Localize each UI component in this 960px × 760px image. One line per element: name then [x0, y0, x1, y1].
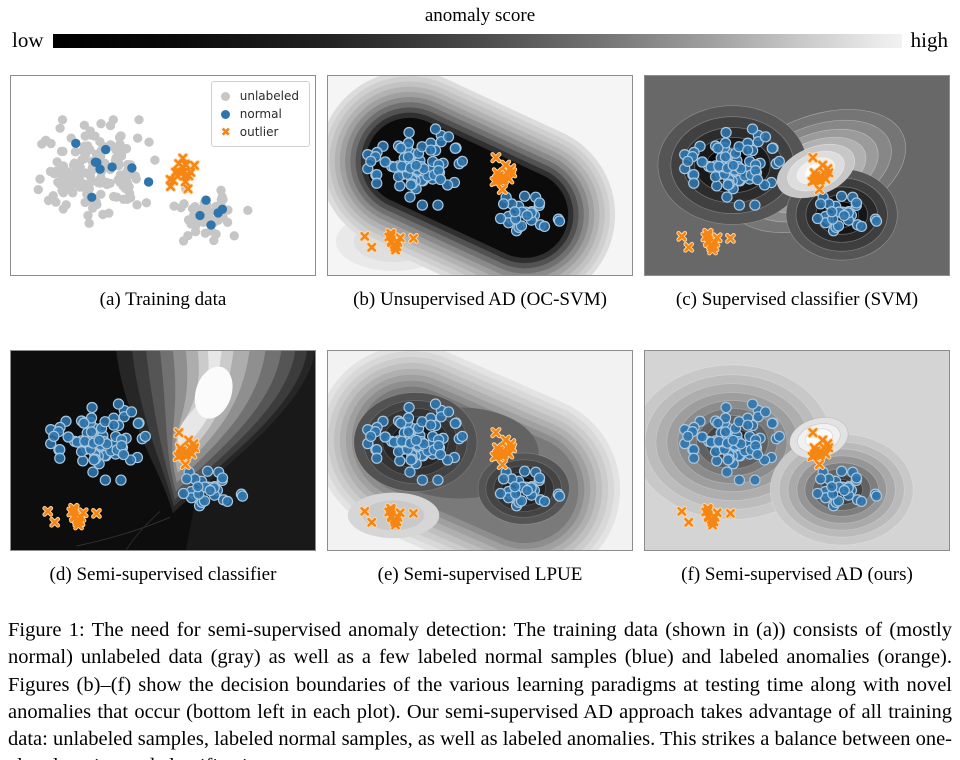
unlabeled-marker-icon	[219, 91, 233, 101]
panel-a: unlabeled normal ✖ outlier (a) Training …	[10, 75, 316, 326]
figure-grid-row1: unlabeled normal ✖ outlier (a) Training …	[0, 75, 960, 326]
colorbar-low-label: low	[12, 28, 44, 52]
legend-label-unlabeled: unlabeled	[239, 89, 299, 103]
figure-caption: Figure 1: The need for semi-supervised a…	[8, 619, 953, 760]
plot-b-ocsvm	[327, 75, 633, 276]
subcaption-c: (c) Supervised classifier (SVM)	[675, 289, 919, 310]
colorbar-gradient	[52, 33, 902, 48]
panel-d: (d) Semi-supervised classifier	[10, 350, 316, 601]
legend-item-normal: normal	[219, 105, 299, 123]
panel-e: (e) Semi-supervised LPUE	[327, 350, 633, 601]
subcaption-d: (d) Semi-supervised classifier	[49, 564, 277, 585]
colorbar-high-label: high	[910, 28, 948, 52]
colorbar-title: anomaly score	[424, 5, 536, 26]
panel-b: (b) Unsupervised AD (OC-SVM)	[327, 75, 633, 326]
plot-e-lpue	[327, 350, 633, 551]
plot-f-ours	[644, 350, 950, 551]
colorbar-row: low high	[12, 30, 948, 51]
subcaption-f: (f) Semi-supervised AD (ours)	[681, 564, 913, 585]
panel-f: (f) Semi-supervised AD (ours)	[644, 350, 950, 601]
legend-item-unlabeled: unlabeled	[219, 87, 299, 105]
subcaption-e: (e) Semi-supervised LPUE	[377, 564, 583, 585]
plot-d-semisupervised-classifier	[10, 350, 316, 551]
panel-c: (c) Supervised classifier (SVM)	[644, 75, 950, 326]
subcaption-a: (a) Training data	[99, 289, 227, 310]
normal-marker-icon	[219, 109, 233, 119]
plot-c-svm	[644, 75, 950, 276]
legend: unlabeled normal ✖ outlier	[210, 81, 310, 147]
legend-label-outlier: outlier	[239, 125, 279, 139]
subcaption-b: (b) Unsupervised AD (OC-SVM)	[353, 289, 607, 310]
outlier-marker-icon: ✖	[220, 125, 231, 139]
legend-item-outlier: ✖ outlier	[219, 123, 299, 141]
plot-a-training-data: unlabeled normal ✖ outlier	[10, 75, 316, 276]
figure-grid-row2: (d) Semi-supervised classifier (e) Semi-…	[0, 350, 960, 601]
legend-label-normal: normal	[239, 107, 282, 121]
